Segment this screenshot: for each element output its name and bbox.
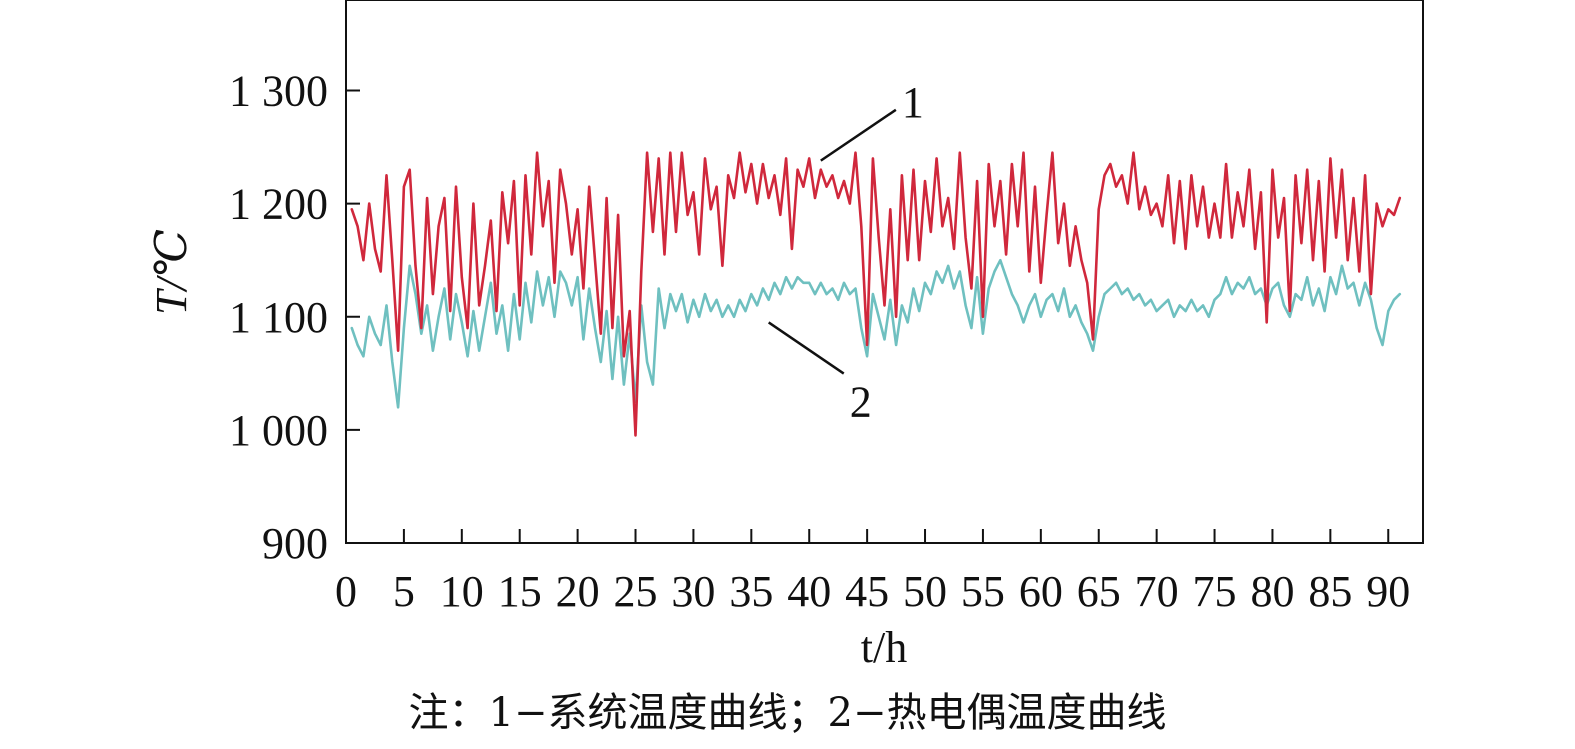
series-layer [350,151,1402,437]
annotation-layer: 12 [767,78,924,427]
x-tick-label: 75 [1193,567,1237,616]
y-axis-label: T/℃ [147,229,196,315]
x-tick-label: 45 [845,567,889,616]
x-tick-label: 55 [961,567,1005,616]
x-tick-label: 85 [1308,567,1352,616]
series-1-line [350,151,1402,437]
x-tick-label: 20 [556,567,600,616]
y-tick-label: 900 [262,519,328,568]
annotation-label-1: 1 [902,78,924,127]
chart-note: 注：1−系统温度曲线；2−热电偶温度曲线 [408,690,1167,736]
x-tick-label: 15 [498,567,542,616]
x-tick-label: 50 [903,567,947,616]
x-tick-label: 40 [787,567,831,616]
x-tick-label: 90 [1366,567,1410,616]
x-tick-label: 10 [440,567,484,616]
x-tick-label: 70 [1135,567,1179,616]
x-axis-label: t/h [861,623,907,672]
y-tick-label: 1 100 [229,293,328,342]
x-tick-label: 60 [1019,567,1063,616]
series-2-line [350,258,1402,409]
annotation-leader-2 [767,321,845,375]
y-tick-label: 1 200 [229,180,328,229]
y-tick-label: 1 300 [229,67,328,116]
plot-area-frame [345,0,1424,544]
x-tick-label: 5 [393,567,415,616]
x-tick-label: 30 [671,567,715,616]
x-tick-label: 65 [1077,567,1121,616]
y-tick-label: 1 000 [229,406,328,455]
x-tick-label: 35 [729,567,773,616]
x-tick-label: 0 [335,567,357,616]
x-tick-label: 25 [614,567,658,616]
annotation-leader-1 [820,108,897,162]
annotation-label-2: 2 [850,378,872,427]
axis-layer: 900 1 000 1 100 1 200 1 300 0 5 10 15 20 25 30 35 40 4… [229,67,1410,617]
x-tick-label: 80 [1250,567,1294,616]
